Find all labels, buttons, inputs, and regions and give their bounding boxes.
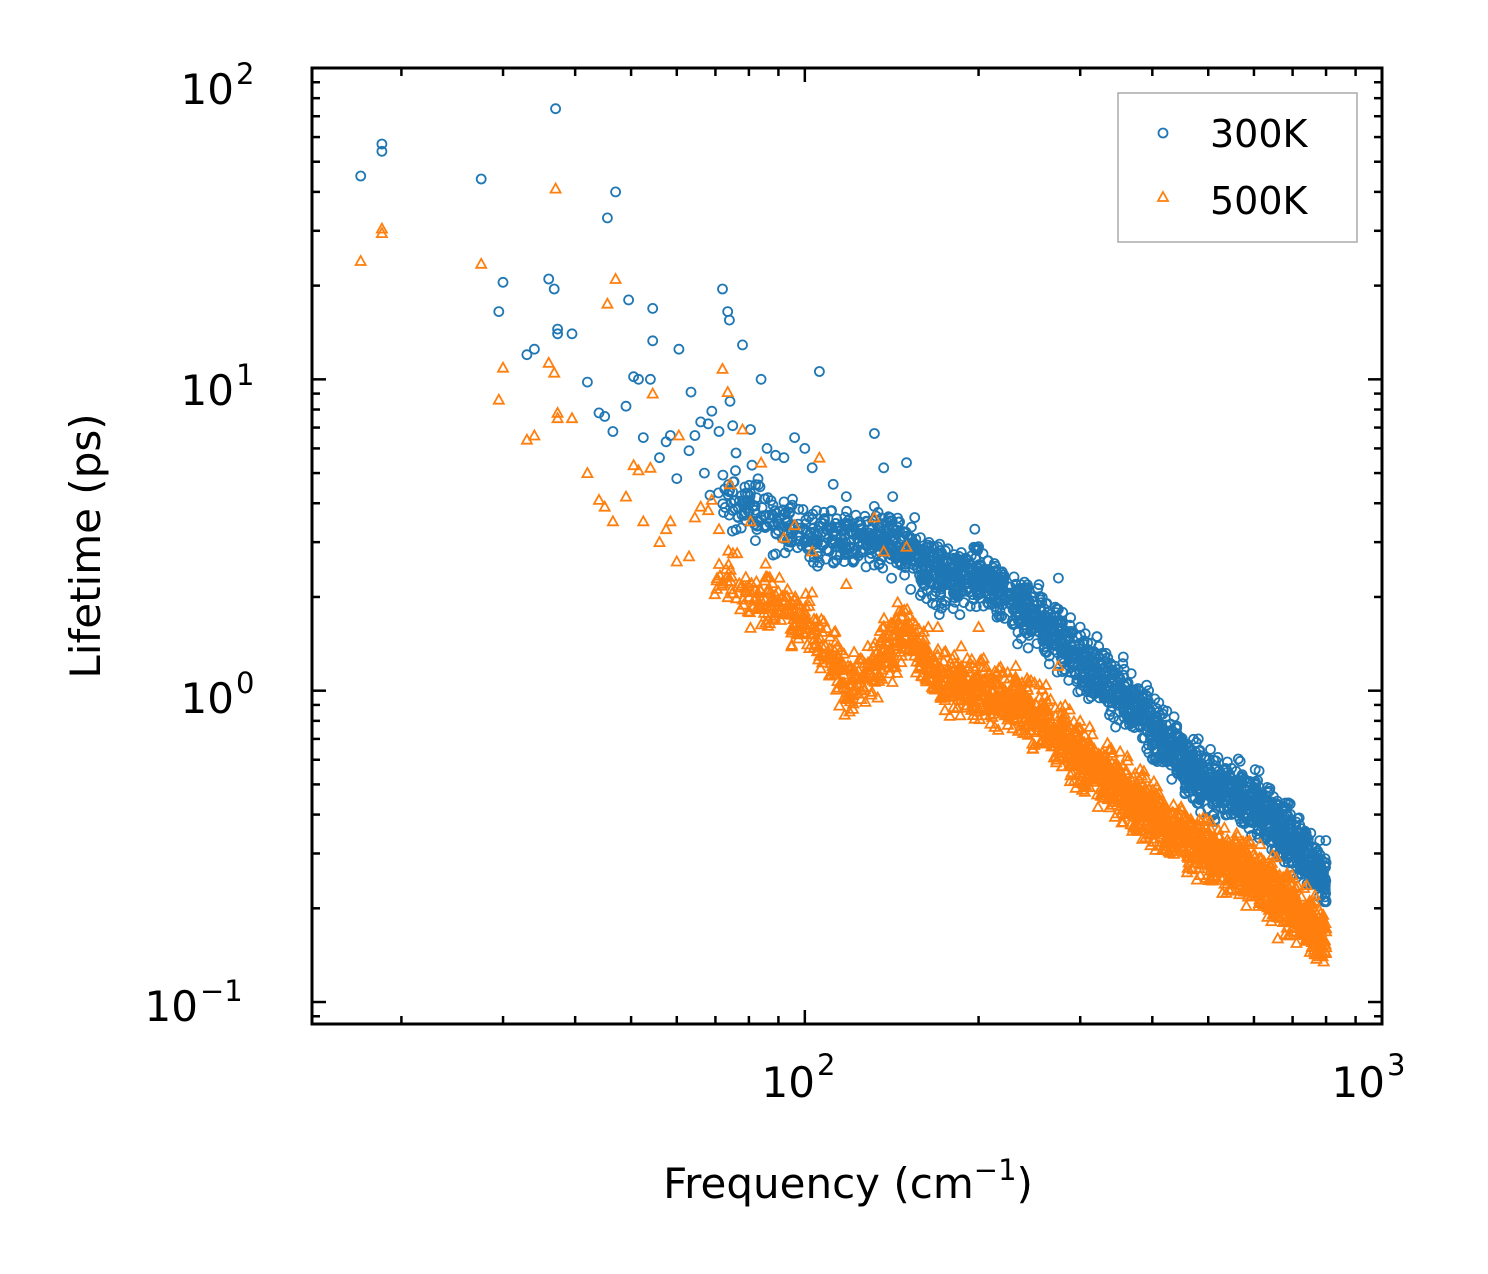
data-point-300k [954,609,966,621]
legend-label-300k: 300K [1210,112,1309,156]
data-point-300k [784,506,795,518]
data-point-300k [825,505,837,517]
y-tick-label-0-1: 10 [145,982,198,1031]
data-point-300k [1320,835,1332,846]
data-point-300k [1072,686,1084,698]
data-point-300k [1190,776,1202,787]
data-point-300k [989,601,1001,613]
y-tick-exp-10: 1 [236,358,254,392]
points-layer [354,103,1333,967]
data-point-300k [722,489,734,501]
data-point-300k [1282,857,1294,869]
data-point-300k [1253,765,1265,777]
data-point-300k [1065,626,1076,637]
data-point-300k [1122,677,1134,689]
data-point-300k [797,504,809,515]
data-point-300k [1106,696,1118,708]
legend-label-500k: 500K [1210,179,1309,223]
legend: 300K 500K [1117,92,1358,243]
data-point-300k [1232,753,1244,765]
data-point-300k [933,609,945,620]
data-point-300k [1141,743,1153,755]
data-point-300k [1234,755,1246,767]
data-point-300k [899,569,910,581]
data-point-300k [1043,658,1055,670]
data-point-300k [717,498,729,510]
data-point-300k [713,487,724,499]
data-point-300k [915,532,926,543]
data-point-300k [1192,733,1204,745]
data-point-300k [1218,803,1230,814]
data-point-300k [1222,756,1233,768]
data-point-300k [1110,669,1121,680]
data-point-300k [1065,656,1076,668]
data-point-300k [784,522,796,534]
data-point-300k [1049,601,1061,613]
data-point-300k [958,597,970,608]
data-point-300k [749,518,760,530]
data-point-300k [1009,618,1020,630]
y-axis-label: Lifetime (ps) [61,413,110,678]
data-point-300k [779,521,790,532]
y-tick-exp-1: 0 [236,666,254,700]
data-point-300k [998,569,1010,581]
data-point-300k [750,535,761,546]
data-point-300k [886,572,897,584]
data-point-300k [995,611,1007,622]
data-point-300k [895,559,906,571]
data-point-300k [717,469,729,481]
data-point-300k [809,539,821,550]
x-tick-exp-1000: 3 [1387,1048,1405,1082]
data-point-300k [793,535,805,547]
x-tick-label-1000: 10 [1332,1058,1385,1107]
data-point-300k [942,543,954,555]
data-point-300k [730,524,742,535]
data-point-300k [1165,759,1177,771]
y-tick-exp-0-1: −1 [200,974,243,1008]
x-tick-exp-100: 2 [817,1048,835,1082]
data-point-300k [1189,792,1201,804]
data-point-300k [905,584,917,595]
data-point-300k [928,541,940,552]
data-point-300k [970,601,982,613]
data-point-300k [1146,740,1158,752]
data-point-300k [730,465,741,477]
data-point-300k [1008,571,1020,583]
data-point-300k [931,579,943,591]
x-tick-label-100: 10 [762,1058,815,1107]
data-point-300k [752,473,764,485]
data-point-300k [1022,642,1034,654]
data-point-300k [939,599,951,611]
y-tick-label-1: 10 [181,674,234,723]
y-tick-exp-100: 2 [236,57,254,91]
data-point-300k [1057,606,1069,618]
data-point-300k [807,508,819,520]
data-point-300k [874,558,886,569]
data-point-300k [1051,666,1063,678]
y-tick-label-100: 10 [181,65,234,114]
data-point-300k [772,518,784,530]
data-point-300k [1118,663,1130,675]
y-tick-label-10: 10 [181,366,234,415]
data-point-300k [1166,773,1178,785]
data-point-300k [970,544,981,555]
